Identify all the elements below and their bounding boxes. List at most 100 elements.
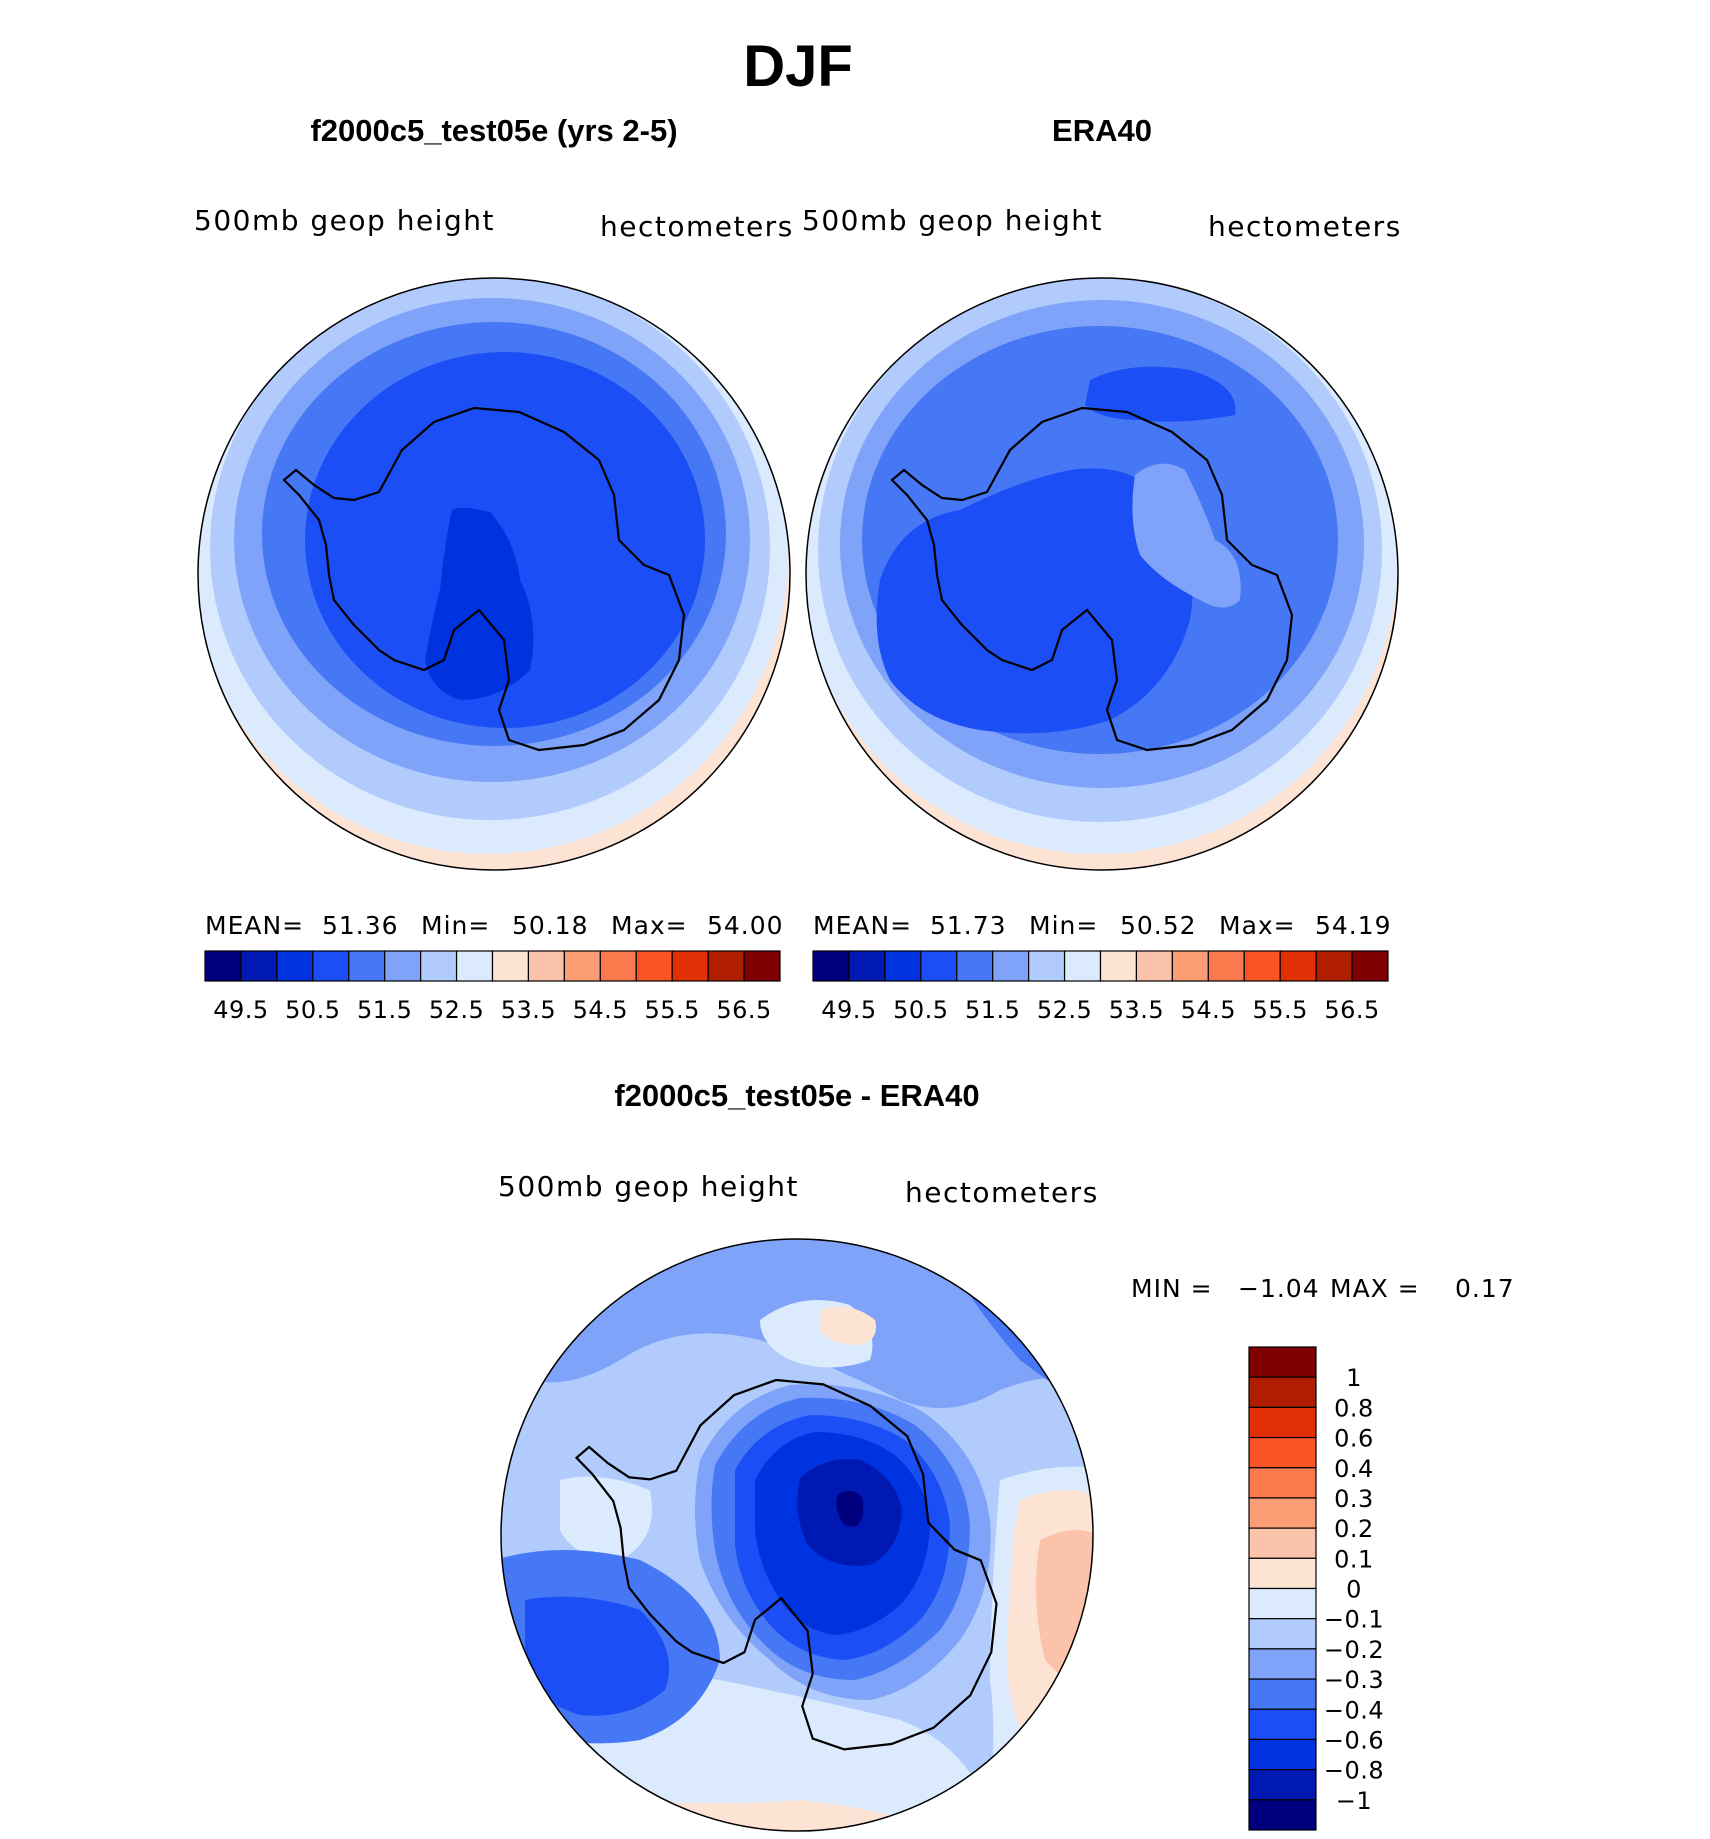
panel-model-variable-label: 500mb geop height: [194, 204, 495, 237]
colorbar-swatch: [1248, 1708, 1317, 1741]
colorbar-tick-label: 56.5: [716, 996, 771, 1024]
panel-era40: ERA40 500mb geop height hectometers MEAN…: [802, 113, 1402, 1024]
colorbar-swatch: [1243, 950, 1281, 982]
colorbar-swatch: [1099, 950, 1138, 982]
panel-model-mean-value: 51.36: [322, 911, 399, 940]
colorbar-tick-label: 55.5: [644, 996, 699, 1024]
colorbar-swatch: [1248, 1799, 1317, 1831]
panel-era40-min-value: 50.52: [1120, 911, 1197, 940]
panel-model-boundary: [197, 277, 791, 871]
colorbar-swatch: [491, 950, 530, 982]
panel-diff-max-label: MAX =: [1330, 1274, 1420, 1303]
panel-diff-boundary: [500, 1238, 1094, 1832]
colorbar-swatch: [707, 950, 745, 982]
panel-model-min-label: Min=: [421, 911, 490, 940]
colorbar-tick-label: −0.2: [1324, 1636, 1384, 1664]
panel-diff-min-label: MIN =: [1131, 1274, 1213, 1303]
colorbar-swatch: [1248, 1406, 1317, 1439]
colorbar-swatch: [956, 950, 994, 982]
panel-model-min-value: 50.18: [512, 911, 589, 940]
colorbar-tick-label: 50.5: [285, 996, 340, 1024]
panel-model-units-label: hectometers: [600, 210, 794, 243]
colorbar-swatch: [920, 950, 958, 982]
colorbar-tick-label: 0.6: [1334, 1425, 1374, 1453]
panel-era40-units-label: hectometers: [1208, 210, 1402, 243]
colorbar-tick-label: 1: [1346, 1364, 1362, 1392]
colorbar-tick-label: −0.3: [1324, 1666, 1384, 1694]
colorbar-tick-label: 0.3: [1334, 1485, 1374, 1513]
colorbar-tick-label: −0.1: [1324, 1606, 1384, 1634]
panel-diff-max-value: 0.17: [1455, 1274, 1515, 1303]
colorbar-swatch: [1248, 1587, 1317, 1620]
colorbar-swatch: [240, 950, 278, 982]
colorbar-swatch: [1135, 950, 1173, 982]
colorbar-swatch: [812, 950, 850, 982]
colorbar-swatch: [599, 950, 637, 982]
colorbar-swatch: [1248, 1738, 1317, 1771]
colorbar-swatch: [1207, 950, 1245, 982]
colorbar-tick-label: −0.6: [1324, 1726, 1384, 1754]
colorbar-swatch: [1248, 1376, 1317, 1408]
panel-diff-min-value: −1.04: [1238, 1274, 1320, 1303]
panel-era40-map: [806, 278, 1398, 870]
panel-model-mean-label: MEAN=: [205, 911, 304, 940]
colorbar-swatch: [1171, 950, 1209, 982]
panel-era40-boundary: [805, 277, 1399, 871]
colorbar-swatch: [1248, 1346, 1317, 1378]
panel-diff-colorbar: 10.8 0.60.40.30.20.1 0−0.1−0.2−0.3−0.4−0.6…: [1248, 1346, 1384, 1831]
colorbar-swatch: [384, 950, 422, 982]
colorbar-tick-label: 51.5: [965, 996, 1020, 1024]
colorbar-swatch: [1248, 1527, 1317, 1559]
colorbar-tick-label: 52.5: [429, 996, 484, 1024]
colorbar-swatch: [1248, 1618, 1317, 1650]
colorbar-tick-label: 53.5: [501, 996, 556, 1024]
colorbar-swatch: [671, 950, 709, 982]
colorbar-swatch: [743, 950, 781, 982]
colorbar-tick-label: 53.5: [1109, 996, 1164, 1024]
panel-diff-title: f2000c5_test05e - ERA40: [614, 1078, 979, 1113]
panel-model: f2000c5_test05e (yrs 2-5) 500mb geop hei…: [194, 113, 794, 1024]
panel-era40-mean-label: MEAN=: [813, 911, 912, 940]
panel-era40-min-label: Min=: [1029, 911, 1098, 940]
colorbar-tick-label: 0.8: [1334, 1394, 1374, 1422]
colorbar-tick-label: 0.4: [1334, 1455, 1374, 1483]
colorbar-swatch: [1248, 1648, 1317, 1680]
colorbar-swatch: [276, 950, 314, 982]
colorbar-swatch: [527, 950, 565, 982]
colorbar-tick-label: −0.4: [1324, 1696, 1384, 1724]
colorbar-swatch: [884, 950, 922, 982]
colorbar-swatch: [312, 950, 350, 982]
colorbar-swatch: [455, 950, 494, 982]
colorbar-swatch: [1279, 950, 1317, 982]
colorbar-swatch: [420, 950, 458, 982]
panel-diff-map: [501, 1239, 1093, 1831]
colorbar-swatch: [348, 950, 386, 982]
colorbar-swatch: [1248, 1769, 1317, 1801]
colorbar-swatch: [204, 950, 242, 982]
colorbar-tick-label: 52.5: [1037, 996, 1092, 1024]
panel-model-map: [198, 278, 790, 870]
colorbar-tick-label: 54.5: [573, 996, 628, 1024]
panel-diff: f2000c5_test05e - ERA40 500mb geop heigh…: [498, 1078, 1515, 1832]
colorbar-tick-label: −1: [1336, 1787, 1372, 1815]
colorbar-swatch: [992, 950, 1030, 982]
colorbar-tick-label: 55.5: [1252, 996, 1307, 1024]
colorbar-swatch: [1248, 1678, 1317, 1710]
panel-era40-max-label: Max=: [1219, 911, 1296, 940]
colorbar-swatch: [848, 950, 886, 982]
colorbar-swatch: [635, 950, 673, 982]
colorbar-swatch: [1248, 1497, 1317, 1529]
colorbar-tick-label: −0.8: [1324, 1757, 1384, 1785]
panel-era40-variable-label: 500mb geop height: [802, 204, 1103, 237]
colorbar-tick-label: 0: [1346, 1576, 1362, 1604]
colorbar-tick-label: 0.1: [1334, 1545, 1374, 1573]
panel-model-title: f2000c5_test05e (yrs 2-5): [310, 113, 677, 148]
colorbar-swatch: [1248, 1436, 1317, 1469]
colorbar-tick-label: 49.5: [213, 996, 268, 1024]
colorbar-swatch: [1351, 950, 1389, 982]
colorbar-swatch: [1248, 1467, 1317, 1499]
colorbar-swatch: [1248, 1557, 1317, 1590]
colorbar-tick-label: 49.5: [821, 996, 876, 1024]
panel-era40-colorbar: 49.5 50.5 51.5 52.5 53.5 54.5 55.5 56.5: [812, 950, 1389, 1024]
